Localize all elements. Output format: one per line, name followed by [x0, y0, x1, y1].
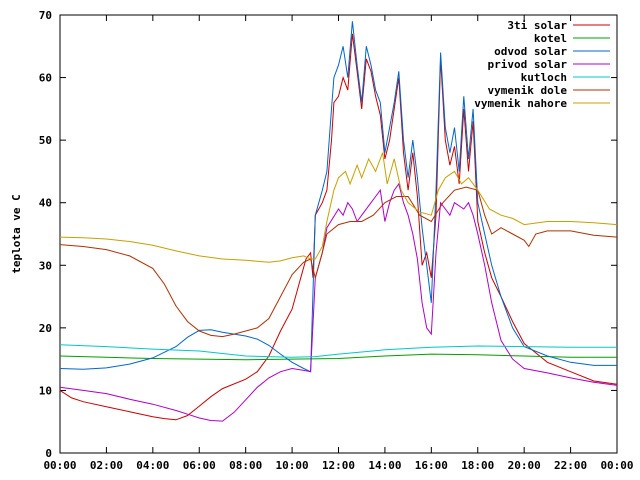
x-tick-label: 14:00 [368, 459, 401, 472]
series-line-5 [59, 186, 618, 338]
x-tick-label: 22:00 [554, 459, 587, 472]
x-tick-label: 02:00 [90, 459, 123, 472]
x-tick-label: 18:00 [461, 459, 494, 472]
y-axis-ticks: 0 10 20 30 40 50 60 70 [39, 9, 617, 460]
series-line-0 [59, 33, 618, 421]
legend-label-3: privod solar [488, 58, 568, 71]
legend-label-0: 3ti solar [507, 19, 567, 32]
y-tick-label: 70 [39, 9, 52, 22]
series-line-6 [59, 152, 618, 263]
x-tick-label: 12:00 [322, 459, 355, 472]
x-tick-label: 10:00 [276, 459, 309, 472]
x-tick-label: 00:00 [43, 459, 76, 472]
legend-label-1: kotel [534, 32, 567, 45]
y-tick-label: 0 [45, 447, 52, 460]
legend-label-2: odvod solar [494, 45, 567, 58]
x-tick-label: 08:00 [229, 459, 262, 472]
y-axis-label: teplota ve C [10, 194, 23, 273]
y-tick-label: 40 [39, 197, 52, 210]
y-tick-label: 30 [39, 259, 52, 272]
series-line-1 [59, 353, 617, 361]
legend-label-5: vymenik dole [488, 84, 568, 97]
y-tick-label: 10 [39, 384, 52, 397]
x-tick-label: 16:00 [415, 459, 448, 472]
y-tick-label: 50 [39, 134, 52, 147]
series-lines [59, 21, 618, 422]
x-tick-label: 20:00 [508, 459, 541, 472]
legend-label-4: kutloch [521, 71, 567, 84]
y-tick-label: 20 [39, 322, 52, 335]
series-line-3 [59, 182, 618, 422]
x-tick-label: 00:00 [600, 459, 633, 472]
series-line-2 [59, 21, 617, 373]
x-tick-label: 04:00 [136, 459, 169, 472]
x-axis-ticks: 00:00 02:00 04:00 06:00 08:00 10:00 12:00 14:00… [43, 15, 634, 472]
y-tick-label: 60 [39, 72, 52, 85]
x-tick-label: 06:00 [183, 459, 216, 472]
series-line-4 [59, 344, 617, 358]
legend-label-6: vymenik nahore [474, 97, 567, 110]
